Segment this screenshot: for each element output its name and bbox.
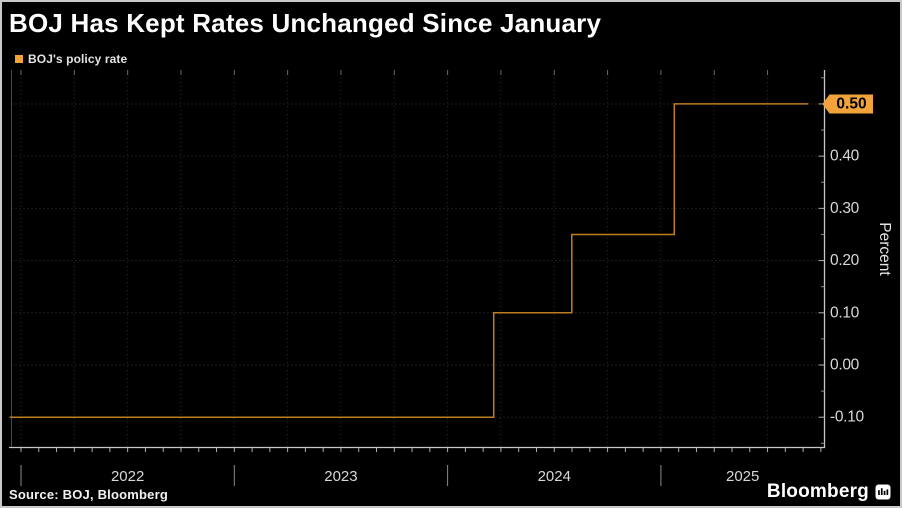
y-axis-tick-label: 0.10 xyxy=(830,304,860,321)
bloomberg-brand: Bloomberg xyxy=(767,481,891,503)
y-axis-tick-label: 0.00 xyxy=(830,357,860,374)
bloomberg-wordmark: Bloomberg xyxy=(766,481,869,502)
y-axis-tick-label: 0.20 xyxy=(830,252,860,269)
chart-title: BOJ Has Kept Rates Unchanged Since Janua… xyxy=(9,8,602,38)
bloomberg-logo-icon xyxy=(875,484,891,500)
y-axis-tick-label: 0.40 xyxy=(830,148,860,165)
y-axis-tick-label: 0.30 xyxy=(830,200,860,217)
legend-label: BOJ's policy rate xyxy=(28,52,128,66)
x-axis-year-label: 2024 xyxy=(538,468,571,485)
source-text: Source: BOJ, Bloomberg xyxy=(9,487,168,502)
y-axis-title: Percent xyxy=(876,222,893,276)
policy-rate-line xyxy=(9,103,809,418)
legend: BOJ's policy rate xyxy=(15,52,127,66)
x-axis-year-label: 2025 xyxy=(726,468,759,485)
last-value-badge-label: 0.50 xyxy=(836,95,866,112)
x-axis-year-label: 2022 xyxy=(111,468,144,485)
last-value-badge xyxy=(822,94,873,114)
x-axis-year-label: 2023 xyxy=(324,468,357,485)
legend-swatch-icon xyxy=(15,55,23,63)
y-axis-tick-label: -0.10 xyxy=(830,409,865,426)
